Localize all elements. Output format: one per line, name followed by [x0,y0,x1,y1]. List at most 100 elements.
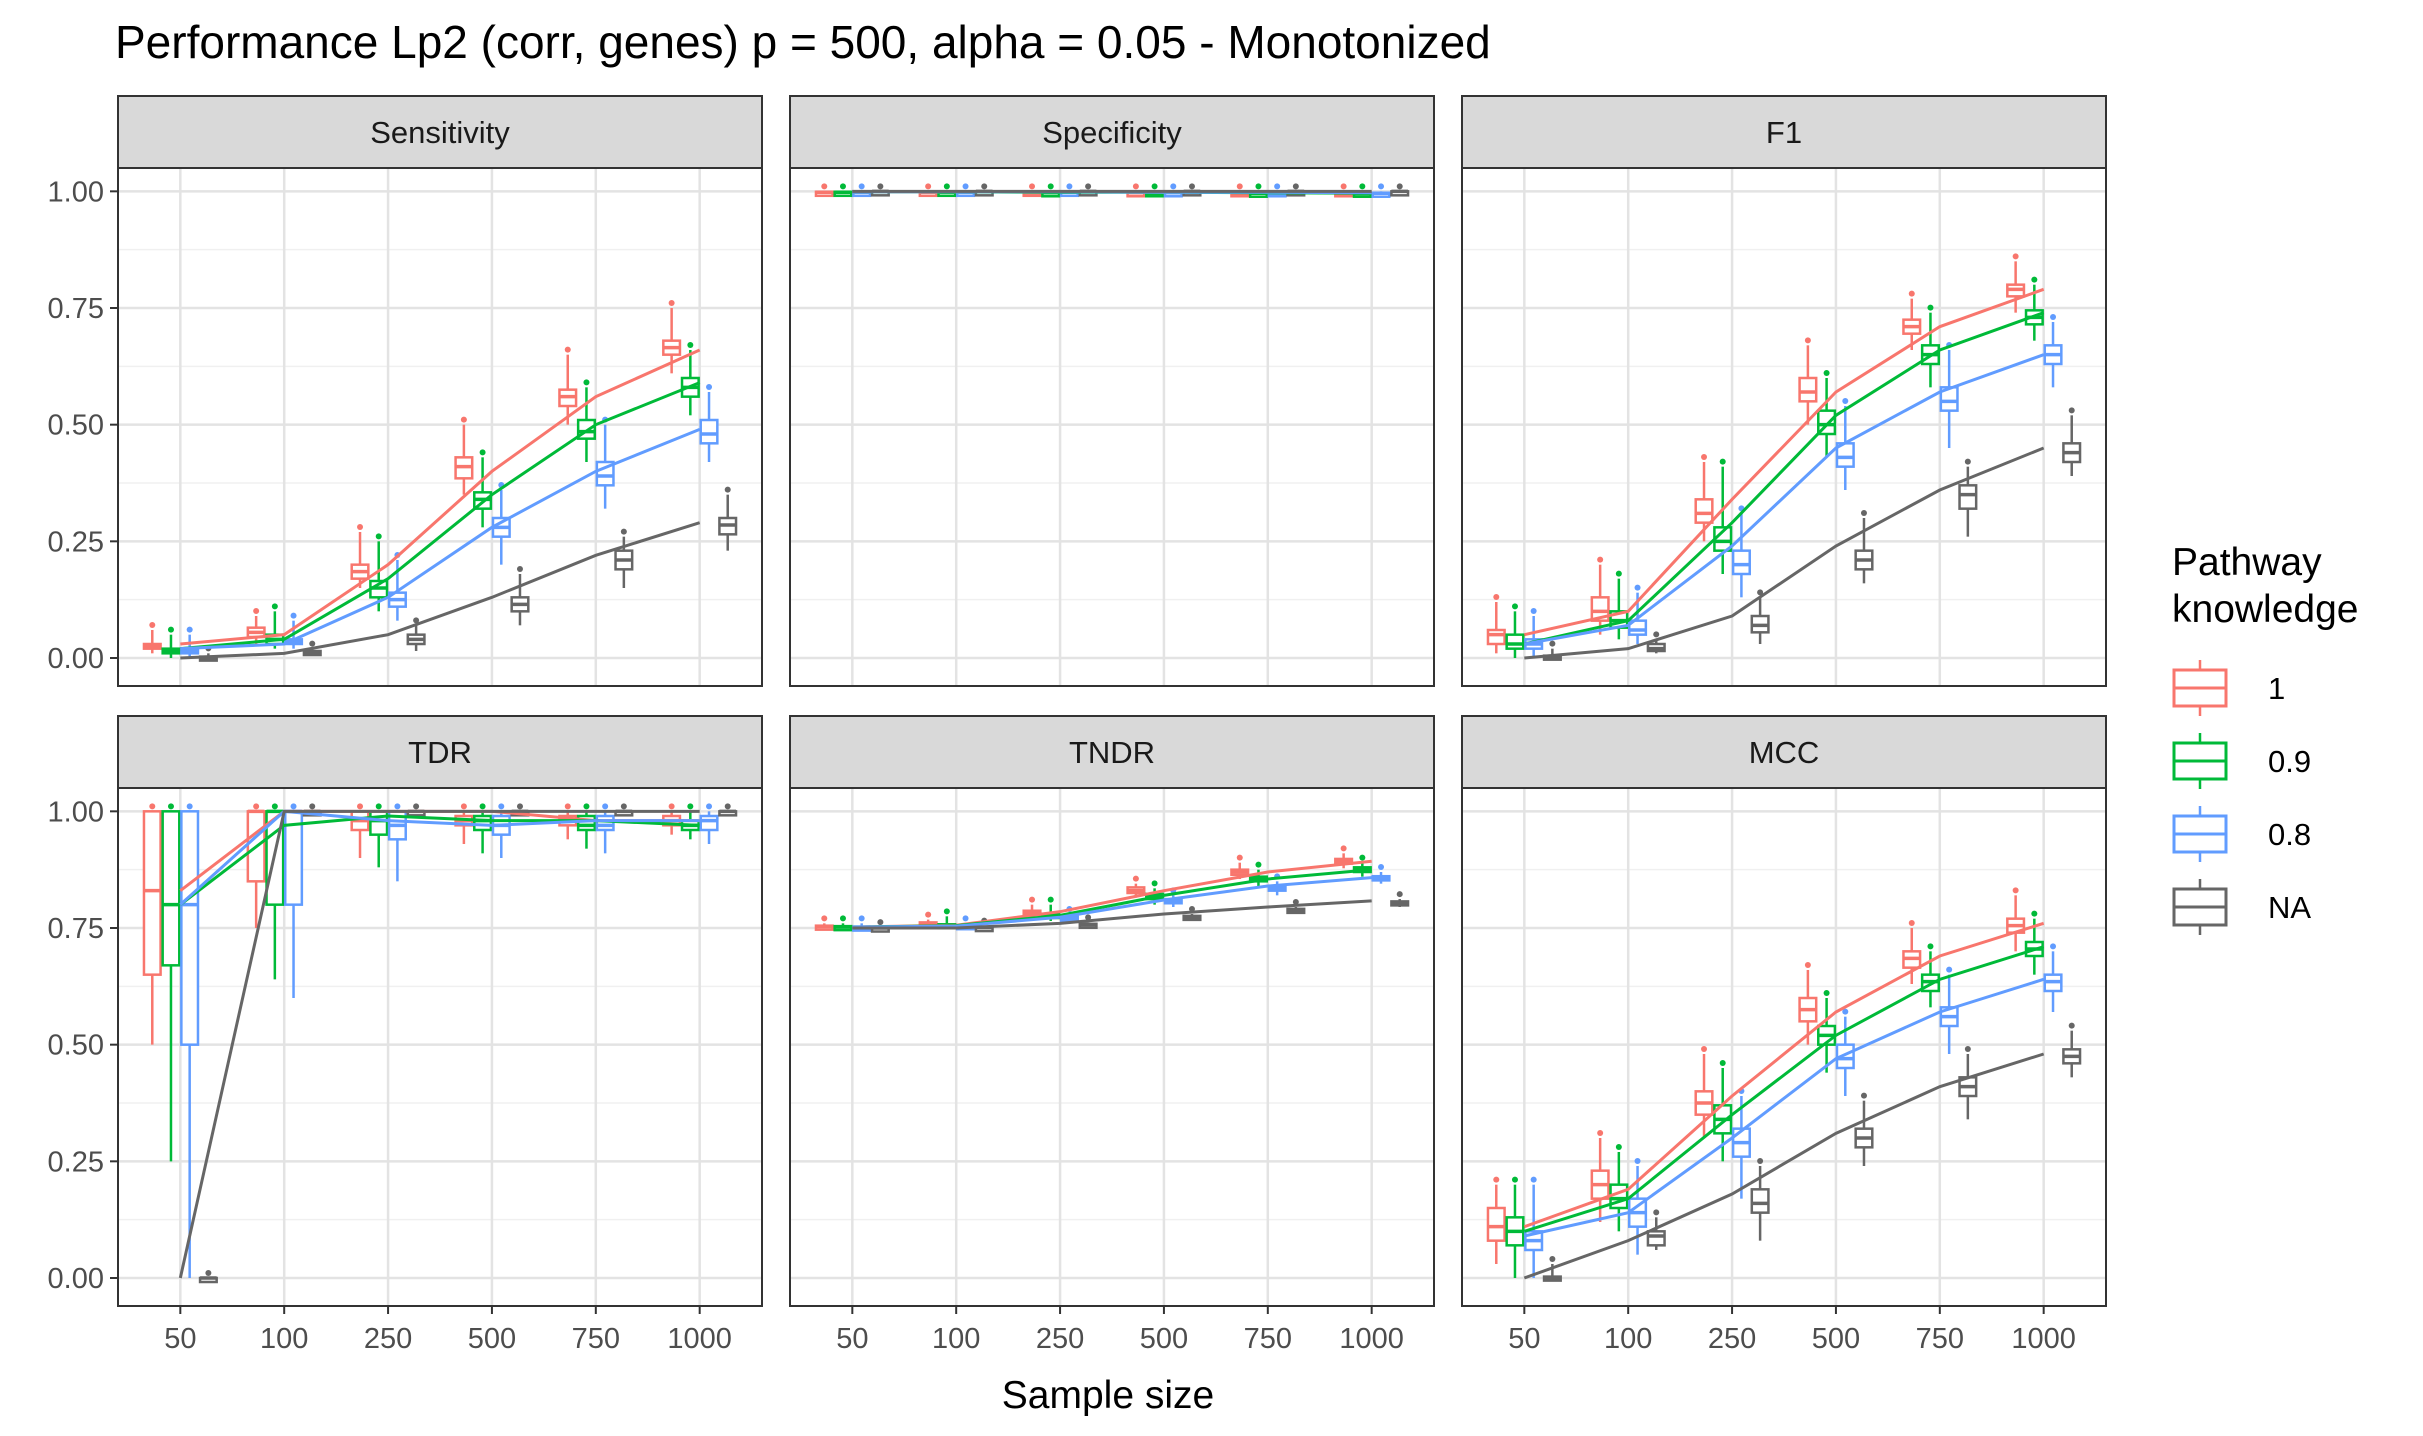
outlier-point [290,803,297,810]
outlier-point [516,566,523,572]
outlier-point [167,803,174,810]
outlier-point [1396,891,1403,898]
legend-title-line: Pathway [2172,541,2322,584]
line-series-0-8 [1523,977,2045,1238]
x-tick-label: 50 [836,1323,868,1355]
x-tick-label: 50 [164,1323,196,1355]
boxplot-series-0-8 [1524,943,2063,1278]
outlier-point [2012,253,2019,260]
outlier-point [1188,183,1195,190]
box-body [473,814,493,832]
outlier-point [1860,510,1867,516]
outlier-point [1719,1060,1726,1066]
outlier-point [2068,407,2075,414]
outlier-point [877,919,884,926]
outlier-point [620,803,627,810]
box-body [595,814,615,832]
x-tick-label: 500 [468,1323,516,1355]
outlier-point [413,617,420,624]
box-body [1694,498,1714,524]
outlier-point [1597,556,1604,563]
box-body [1731,549,1751,576]
x-tick-label: 500 [1140,1323,1188,1355]
panel-f1: F1 [1461,95,2107,687]
y-tick-label: 1.00 [48,176,104,208]
outlier-point [1511,603,1518,610]
legend-label: 0.9 [2268,744,2311,779]
outlier-point [583,379,590,386]
outlier-point [1170,183,1177,190]
outlier-point [1236,854,1243,861]
strip-tndr [789,715,1435,789]
box-body [1486,628,1506,646]
outlier-point [1493,1176,1500,1183]
outlier-point [1066,183,1073,190]
outlier-point [1255,183,1262,190]
outlier-point [375,803,382,810]
panel-border-tdr [117,787,763,1307]
outlier-point [1396,183,1403,190]
outlier-point [706,803,713,810]
box-body [1590,596,1610,622]
outlier-point [2012,887,2019,894]
outlier-point [1047,896,1054,903]
x-tick-label: 100 [932,1323,980,1355]
outlier-point [925,911,932,918]
outlier-point [1719,458,1726,465]
outlier-point [2068,1022,2075,1029]
outlier-point [1701,1046,1708,1052]
outlier-point [1615,570,1622,577]
outlier-point [1085,183,1092,190]
outlier-point [1029,896,1036,903]
outlier-point [1842,1008,1849,1015]
boxplot-series-0-8 [180,803,719,1278]
outlier-point [167,626,174,633]
outlier-point [375,533,382,540]
outlier-point [1511,1176,1518,1183]
outlier-point [1634,584,1641,591]
y-tick-label: 0.00 [48,1263,104,1295]
boxplot-series-1 [1486,887,2026,1264]
strip-tdr [117,715,763,789]
outlier-point [1823,370,1830,376]
boxplot-series-na [1542,1022,2082,1282]
y-tick-label: 0.00 [48,643,104,675]
outlier-point [2050,314,2057,320]
outlier-point [1860,1092,1867,1099]
outlier-point [1151,880,1158,887]
box-body [142,810,162,976]
outlier-point [821,183,828,190]
panel-grid: Sensitivity 0.00 0.25 0.50 0.75 1.00 Specifici… [48,95,2107,1355]
line-series-na [852,899,1372,930]
outlier-point [2050,943,2057,950]
outlier-point [479,803,486,810]
box-body [1798,376,1818,403]
panel-background-f1 [1462,168,2106,686]
strip-label-tdr: TDR [408,735,472,770]
boxplot-series-1 [142,300,682,654]
boxplot-series-1 [1486,253,2026,654]
legend-title-line: knowledge [2172,588,2358,631]
chart-title: Performance Lp2 (corr, genes) p = 500, a… [115,16,1491,68]
outlier-point [668,803,675,810]
outlier-point [943,183,950,190]
strip-label-specificity: Specificity [1042,115,1182,150]
outlier-point [687,803,694,810]
outlier-point [839,915,846,922]
strip-label-sensitivity: Sensitivity [370,115,510,150]
box-body [1750,1188,1770,1214]
line-series-1 [1523,287,2045,637]
outlier-point [1804,337,1811,344]
outlier-point [253,803,260,810]
outlier-point [668,300,675,306]
outlier-point [1378,864,1385,870]
outlier-point [460,416,467,423]
box-body [1486,1206,1506,1242]
panel-border-tndr [789,787,1435,1307]
box-body [1505,633,1525,650]
panel-specificity: Specificity [789,95,1435,687]
line-series-0-8 [852,876,1372,929]
outlier-point [1946,966,1953,973]
line-series-0-9 [1523,945,2045,1233]
